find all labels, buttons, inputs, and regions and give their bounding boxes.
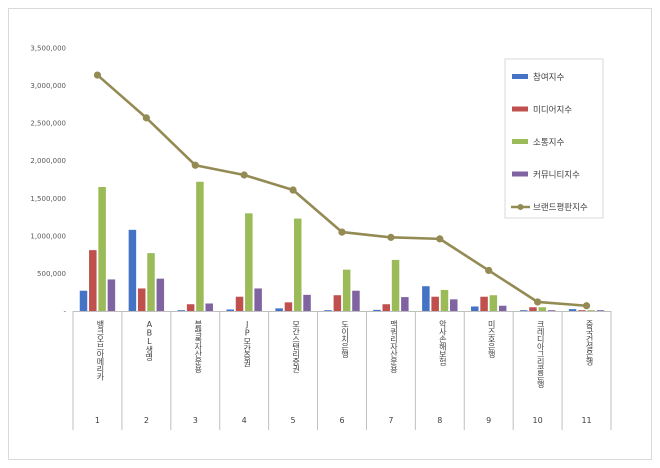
bar (391, 259, 400, 311)
bar (519, 310, 528, 311)
bar (226, 309, 234, 311)
line-point (240, 171, 248, 179)
bar (324, 310, 332, 311)
bar (471, 306, 479, 311)
line-point (142, 114, 150, 122)
bar (373, 309, 381, 311)
bar (578, 310, 586, 311)
line-point (289, 186, 297, 194)
legend-swatch (517, 204, 524, 210)
y-tick-label: 2,000,000 (30, 157, 66, 165)
y-tick-label: 3,000,000 (30, 82, 66, 90)
line-point (485, 266, 493, 275)
bar (342, 269, 351, 311)
category-index: 4 (242, 416, 247, 425)
category-index: 9 (486, 416, 491, 425)
bar (98, 187, 106, 311)
bar (401, 297, 409, 311)
bar (284, 302, 293, 311)
line-point (436, 235, 444, 243)
category-index: 8 (437, 416, 442, 425)
bar (352, 290, 360, 311)
line-point (338, 228, 346, 236)
bar (293, 218, 302, 311)
bar (245, 213, 253, 311)
category-label: 뱅크오브아메리카 (96, 319, 105, 382)
y-tick-label: 1,000,000 (30, 232, 66, 240)
bar (489, 295, 498, 311)
bar (587, 310, 595, 311)
category-label: 미즈호은행 (487, 320, 496, 358)
y-tick-label: 2,500,000 (30, 120, 66, 128)
bar (498, 305, 507, 311)
category-label: 모간스탠리증권 (291, 320, 300, 373)
line-point (534, 298, 542, 306)
legend-box (504, 58, 604, 219)
legend-swatch (512, 74, 528, 79)
bar (275, 308, 283, 311)
bar (196, 181, 204, 311)
bar (568, 309, 577, 311)
legend-label: 참여지수 (533, 72, 564, 83)
category-label: JP모간증권 (242, 320, 251, 368)
legend-label: 브랜드평판지수 (533, 202, 588, 213)
category-index: 5 (291, 416, 296, 425)
bar (596, 310, 605, 311)
legend-label: 미디어지수 (533, 105, 572, 116)
category-label: 맥쿼리자산운용 (389, 319, 398, 373)
bar (431, 296, 439, 311)
y-tick-label: 500,000 (37, 270, 66, 278)
y-tick-label: 3,500,000 (30, 45, 66, 53)
category-label: 크레디아그리콜은행 (536, 320, 545, 388)
bar (547, 310, 556, 311)
bar (333, 295, 342, 311)
legend-swatch (512, 106, 528, 112)
line-point (582, 302, 591, 310)
bar (422, 286, 430, 311)
legend-swatch (512, 139, 528, 144)
legend-swatch (512, 171, 528, 177)
bar (254, 288, 262, 311)
y-tick-label: - (63, 308, 66, 316)
category-index: 7 (388, 416, 393, 425)
line-point (191, 161, 199, 169)
bar (440, 289, 449, 311)
line-point (387, 233, 395, 241)
category-label: 도이치은행 (341, 320, 350, 358)
category-index: 10 (533, 416, 543, 425)
bar (89, 250, 97, 311)
legend-label: 소통지수 (533, 138, 564, 148)
legend-label: 커뮤니티지수 (533, 170, 580, 181)
bar (450, 299, 458, 311)
category-index: 1 (95, 416, 100, 425)
category-label: 악사손해보험 (438, 319, 447, 366)
bar (538, 307, 547, 311)
bar (205, 303, 213, 311)
category-label: 중국건설은행 (585, 320, 594, 366)
bar (107, 279, 116, 311)
bar (137, 288, 146, 311)
category-index: 6 (339, 416, 344, 425)
bar (156, 278, 165, 311)
bar (128, 229, 137, 311)
category-index: 3 (193, 416, 198, 425)
y-tick-label: 1,500,000 (30, 195, 66, 203)
category-index: 11 (581, 416, 591, 425)
bar (303, 294, 311, 311)
bar (235, 296, 244, 311)
line-point (93, 71, 102, 79)
bar (147, 253, 155, 311)
bar (177, 310, 186, 311)
category-label: 블랙록자산운용 (193, 319, 202, 373)
bar (529, 307, 537, 311)
category-index: 2 (144, 416, 149, 425)
bar (382, 304, 391, 311)
bar (186, 304, 195, 311)
bar (79, 290, 88, 311)
category-label: ABL생명 (145, 320, 154, 361)
bar (480, 296, 488, 311)
